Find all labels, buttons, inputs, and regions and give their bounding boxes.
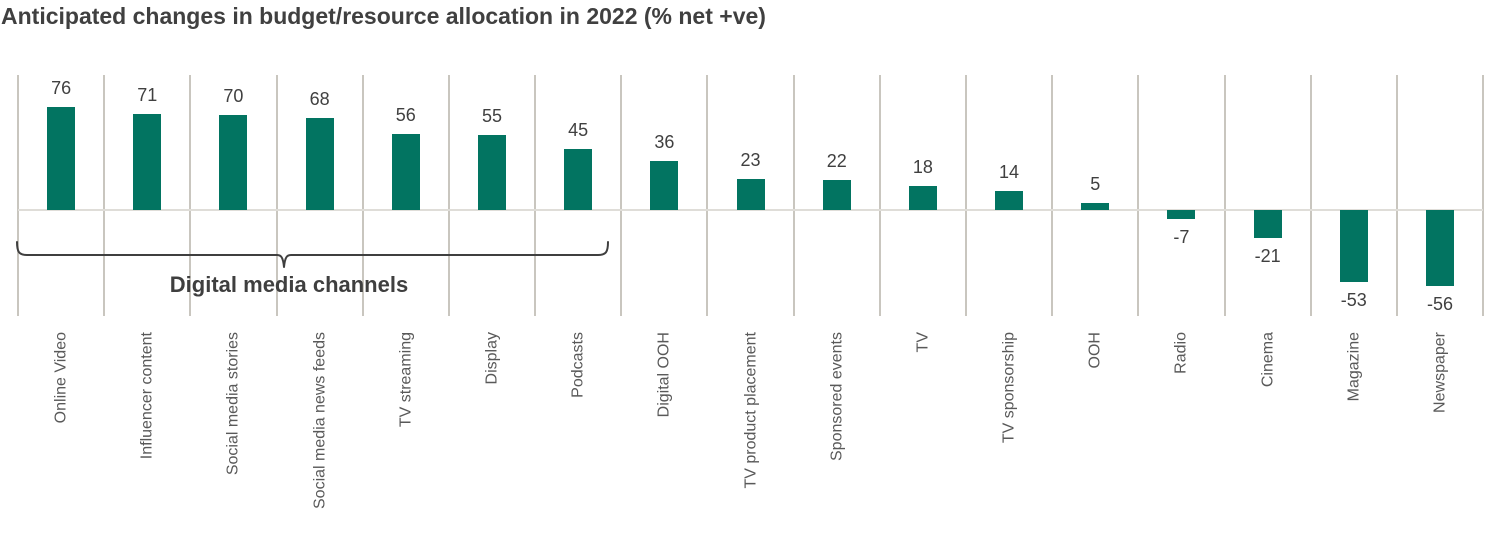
value-label: -7 — [1173, 227, 1190, 248]
category-label: Display — [483, 332, 501, 385]
category-label: TV product placement — [742, 332, 760, 489]
bar-sponsored-events — [822, 180, 851, 210]
bar-radio — [1167, 210, 1196, 220]
gridline — [447, 75, 450, 316]
value-label: 22 — [826, 151, 847, 172]
value-label: 45 — [568, 120, 589, 140]
gridline — [1223, 75, 1226, 316]
gridline — [1137, 75, 1140, 316]
category-label: Social media news feeds — [311, 332, 329, 509]
category-label: Online Video — [52, 332, 70, 424]
category-label: TV sponsorship — [1000, 332, 1018, 444]
gridline — [361, 75, 364, 316]
category-label: OOH — [1086, 332, 1104, 369]
digital-media-channels-label: Digital media channels — [169, 272, 409, 297]
gridline — [1395, 75, 1398, 316]
value-label: 14 — [999, 162, 1020, 183]
category-label: Sponsored events — [828, 332, 846, 461]
bar-tv-sponsorship — [995, 191, 1024, 210]
bar-digital-ooh — [650, 161, 679, 210]
gridline — [706, 75, 709, 316]
bar-tv-product-placement — [736, 178, 765, 210]
value-label: -21 — [1254, 246, 1281, 267]
chart-title: Anticipated changes in budget/resource a… — [1, 3, 766, 29]
value-label: 55 — [481, 106, 502, 127]
bar-newspaper — [1425, 210, 1454, 286]
zero-baseline — [18, 209, 1484, 211]
gridline — [103, 75, 106, 316]
category-label: Newspaper — [1431, 332, 1449, 413]
bar-cinema — [1253, 210, 1282, 239]
gridline — [534, 75, 537, 316]
category-label: TV — [914, 332, 932, 353]
value-label: -56 — [1426, 293, 1453, 314]
value-label: 70 — [223, 86, 244, 107]
gridline — [792, 75, 795, 316]
category-label: Social media stories — [224, 332, 242, 476]
bar-social-media-stories — [219, 115, 248, 210]
value-label: 18 — [912, 156, 933, 177]
value-label: 71 — [137, 84, 158, 105]
category-label: Cinema — [1259, 332, 1277, 388]
bar-podcasts — [564, 149, 593, 210]
gridline — [964, 75, 967, 316]
bar-tv-streaming — [391, 134, 420, 210]
value-label: -53 — [1340, 289, 1367, 310]
category-label: Digital OOH — [655, 332, 673, 418]
gridline — [275, 75, 278, 316]
gridline — [189, 75, 192, 316]
gridline — [620, 75, 623, 316]
category-label: Magazine — [1345, 332, 1363, 402]
bar-social-media-news-feeds — [305, 117, 334, 210]
gridline — [1482, 75, 1485, 316]
bar-magazine — [1339, 210, 1368, 282]
category-label: Radio — [1172, 332, 1190, 374]
category-label: TV streaming — [397, 332, 415, 428]
bar-tv — [908, 185, 937, 210]
gridline — [1051, 75, 1054, 316]
bar-online-video — [47, 106, 76, 210]
value-label: 5 — [1090, 174, 1101, 195]
bar-influencer-content — [133, 113, 162, 210]
value-label: 36 — [654, 132, 675, 153]
gridline — [878, 75, 881, 316]
value-label: 76 — [51, 77, 72, 98]
value-label: 68 — [309, 88, 330, 109]
value-label: 56 — [395, 105, 416, 126]
bar-display — [477, 135, 506, 210]
gridline — [17, 75, 19, 316]
category-label: Podcasts — [569, 332, 587, 398]
bar-ooh — [1081, 203, 1110, 210]
category-label: Influencer content — [138, 332, 156, 460]
gridline — [1309, 75, 1312, 316]
value-label: 23 — [740, 149, 761, 170]
